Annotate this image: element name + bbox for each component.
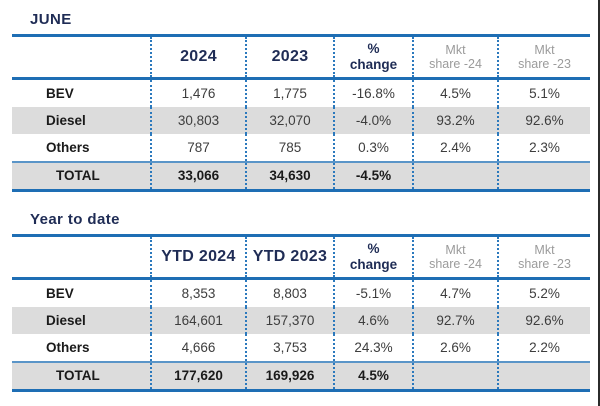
table-cell: 1,775 [245,80,333,107]
table-cell: 8,353 [150,280,245,307]
table-cell: 785 [245,134,333,161]
table-cell: 4.5% [333,363,412,389]
table-cell: 93.2% [412,107,497,134]
row-label: BEV [46,85,74,101]
table-cell: 92.7% [412,307,497,334]
table-row-june-others: Others 787 785 0.3% 2.4% 2.3% [12,134,590,161]
mkt-share-23-line2: share -23 [518,57,571,71]
june-header-row: 2024 2023 % change Mkt share -24 Mkt sha… [12,37,590,80]
table-cell: -16.8% [333,80,412,107]
table-cell: 2.3% [497,134,590,161]
june-header-empty-cell [12,37,150,77]
pct-change-line2: change [349,257,398,272]
table-row-june-bev: BEV 1,476 1,775 -16.8% 4.5% 5.1% [12,80,590,107]
pct-change-line1: % [367,41,380,57]
table-cell: 4,666 [150,334,245,361]
table-cell: -4.5% [333,163,412,189]
table-cell: 0.3% [333,134,412,161]
row-label: Diesel [46,112,86,128]
table-row-ytd-others: Others 4,666 3,753 24.3% 2.6% 2.2% [12,334,590,361]
table-cell: 4.7% [412,280,497,307]
row-label: Others [46,139,90,155]
mkt-share-24-line2: share -24 [429,57,482,71]
table-cell: 8,803 [245,280,333,307]
ytd-header-row: YTD 2024 YTD 2023 % change Mkt share -24… [12,237,590,280]
mkt-share-24-line2: share -24 [429,257,482,271]
table-cell: 33,066 [150,163,245,189]
table-cell: 787 [150,134,245,161]
row-label: TOTAL [56,368,100,384]
table-row-ytd-total: TOTAL 177,620 169,926 4.5% [12,361,590,389]
table-cell: 34,630 [245,163,333,189]
table-cell: 3,753 [245,334,333,361]
table-cell: 30,803 [150,107,245,134]
table-cell: 2.2% [497,334,590,361]
table-cell [497,163,590,189]
row-label: TOTAL [56,168,100,184]
ytd-header-mkt-share-23: Mkt share -23 [497,237,590,277]
table-cell: 1,476 [150,80,245,107]
table-cell [412,163,497,189]
ytd-header-mkt-share-24: Mkt share -24 [412,237,497,277]
table-cell: 169,926 [245,363,333,389]
june-header-pct-change: % change [333,37,412,77]
ytd-section-title: Year to date [30,211,120,228]
mkt-share-23-line1: Mkt [534,42,555,57]
table-cell: 5.1% [497,80,590,107]
table-cell: -5.1% [333,280,412,307]
row-label: Diesel [46,312,86,328]
table-cell: 2.4% [412,134,497,161]
mkt-share-23-line1: Mkt [534,242,555,257]
table-cell: 4.6% [333,307,412,334]
table-cell: 164,601 [150,307,245,334]
table-row-ytd-diesel: Diesel 164,601 157,370 4.6% 92.7% 92.6% [12,307,590,334]
pct-change-line2: change [349,57,398,72]
mkt-share-23-line2: share -23 [518,257,571,271]
table-cell: 5.2% [497,280,590,307]
mkt-share-24-line1: Mkt [445,242,466,257]
mkt-share-24-line1: Mkt [445,42,466,57]
table-cell [412,363,497,389]
ytd-table: YTD 2024 YTD 2023 % change Mkt share -24… [12,234,590,392]
ytd-header-2023: YTD 2023 [245,237,333,277]
pct-change-line1: % [367,241,380,257]
table-cell: 2.6% [412,334,497,361]
june-header-mkt-share-23: Mkt share -23 [497,37,590,77]
ytd-header-empty-cell [12,237,150,277]
ytd-header-2024: YTD 2024 [150,237,245,277]
table-cell: 92.6% [497,107,590,134]
table-cell: 4.5% [412,80,497,107]
row-label: BEV [46,285,74,301]
table-row-june-total: TOTAL 33,066 34,630 -4.5% [12,161,590,189]
table-cell: 92.6% [497,307,590,334]
june-header-2023: 2023 [245,37,333,77]
june-table: 2024 2023 % change Mkt share -24 Mkt sha… [12,34,590,192]
table-cell: -4.0% [333,107,412,134]
table-cell: 177,620 [150,363,245,389]
table-row-ytd-bev: BEV 8,353 8,803 -5.1% 4.7% 5.2% [12,280,590,307]
table-cell: 24.3% [333,334,412,361]
table-cell: 157,370 [245,307,333,334]
june-header-mkt-share-24: Mkt share -24 [412,37,497,77]
table-cell [497,363,590,389]
table-cell: 32,070 [245,107,333,134]
table-row-june-diesel: Diesel 30,803 32,070 -4.0% 93.2% 92.6% [12,107,590,134]
ytd-header-pct-change: % change [333,237,412,277]
row-label: Others [46,339,90,355]
june-header-2024: 2024 [150,37,245,77]
june-section-title: JUNE [30,11,72,28]
